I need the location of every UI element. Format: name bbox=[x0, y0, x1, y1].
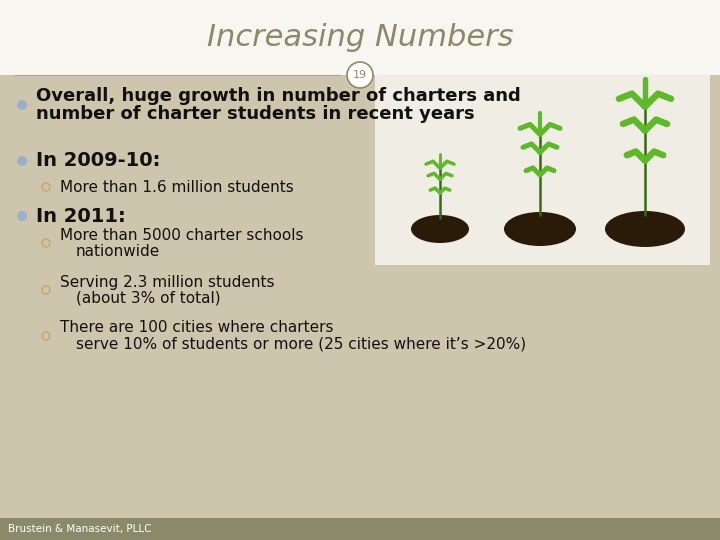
Text: There are 100 cities where charters: There are 100 cities where charters bbox=[60, 321, 333, 335]
Text: number of charter students in recent years: number of charter students in recent yea… bbox=[36, 105, 474, 123]
Text: Brustein & Manasevit, PLLC: Brustein & Manasevit, PLLC bbox=[8, 524, 151, 534]
Text: Serving 2.3 million students: Serving 2.3 million students bbox=[60, 274, 274, 289]
Text: In 2009-10:: In 2009-10: bbox=[36, 152, 161, 171]
FancyBboxPatch shape bbox=[0, 518, 720, 540]
Circle shape bbox=[347, 62, 373, 88]
Text: (about 3% of total): (about 3% of total) bbox=[76, 291, 220, 306]
FancyBboxPatch shape bbox=[0, 0, 720, 75]
Ellipse shape bbox=[411, 215, 469, 243]
Circle shape bbox=[17, 156, 27, 166]
Circle shape bbox=[17, 100, 27, 110]
Ellipse shape bbox=[504, 212, 576, 246]
Text: serve 10% of students or more (25 cities where it’s >20%): serve 10% of students or more (25 cities… bbox=[76, 336, 526, 352]
Ellipse shape bbox=[605, 211, 685, 247]
Text: In 2011:: In 2011: bbox=[36, 206, 126, 226]
Text: 19: 19 bbox=[353, 70, 367, 80]
FancyBboxPatch shape bbox=[375, 75, 710, 265]
Text: More than 1.6 million students: More than 1.6 million students bbox=[60, 179, 294, 194]
Text: More than 5000 charter schools: More than 5000 charter schools bbox=[60, 227, 304, 242]
Text: Overall, huge growth in number of charters and: Overall, huge growth in number of charte… bbox=[36, 87, 521, 105]
Text: nationwide: nationwide bbox=[76, 244, 161, 259]
Text: Increasing Numbers: Increasing Numbers bbox=[207, 23, 513, 52]
Circle shape bbox=[17, 211, 27, 221]
